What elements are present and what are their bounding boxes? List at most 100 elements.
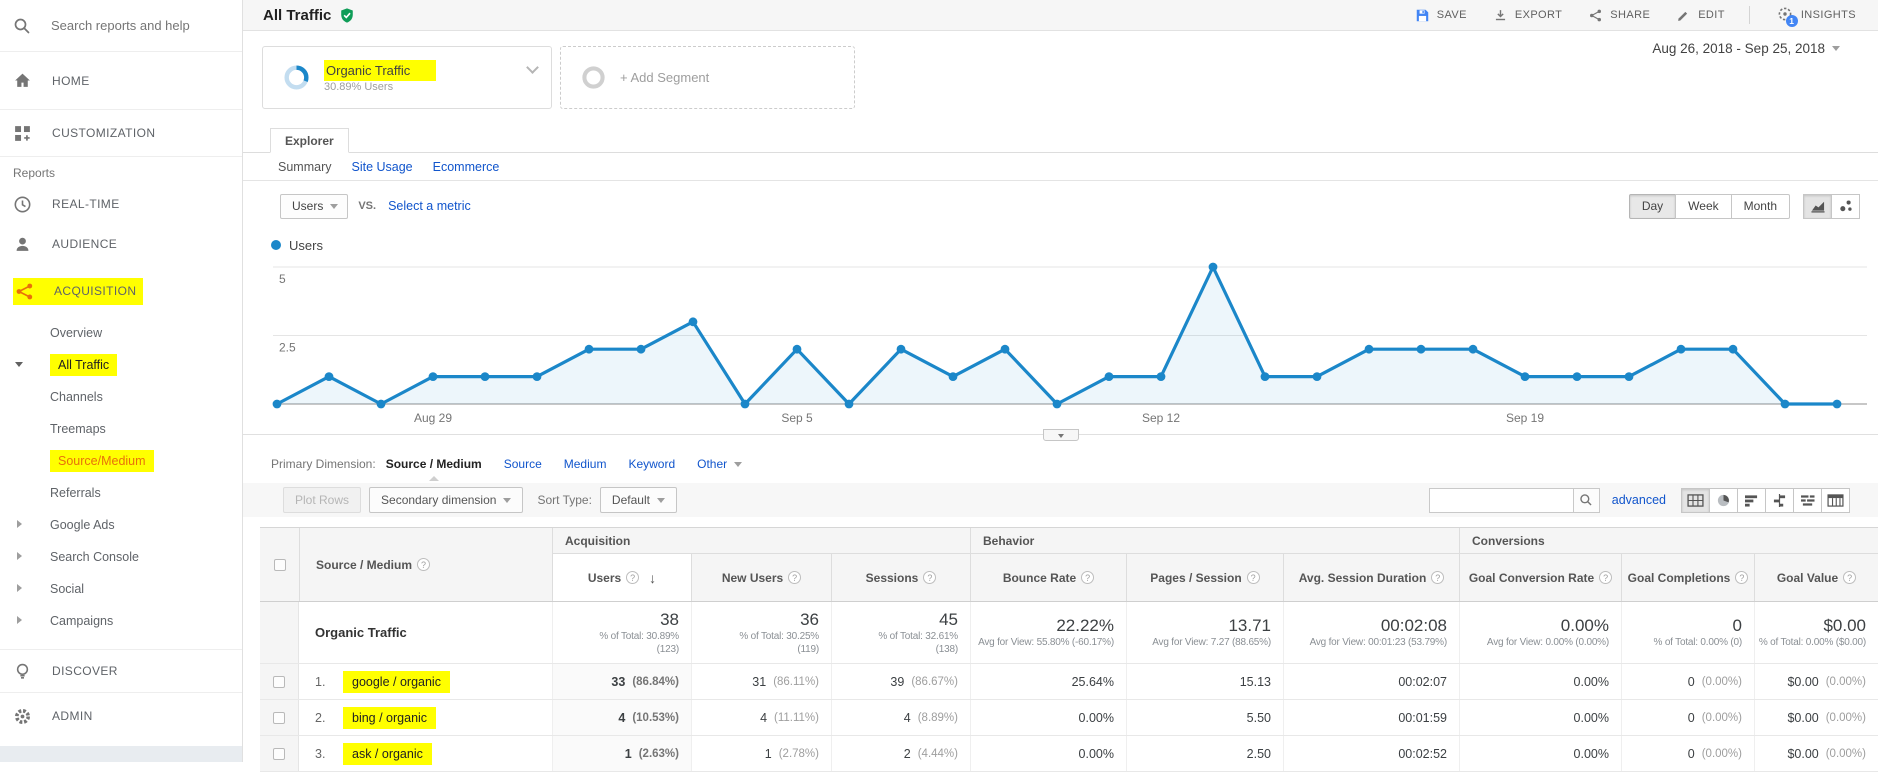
sidebar-item-home[interactable]: HOME bbox=[0, 52, 242, 110]
sidebar-item-campaigns[interactable]: Campaigns bbox=[0, 605, 242, 637]
source-medium-link[interactable]: bing / organic bbox=[343, 706, 437, 729]
advanced-link[interactable]: advanced bbox=[1611, 493, 1666, 507]
metric-cell-goal-completions: 0 (0.00%) bbox=[1621, 736, 1754, 771]
metric-cell-goal-conversion-rate: 0.00% bbox=[1459, 664, 1621, 699]
metric-dropdown[interactable]: Users bbox=[280, 193, 349, 219]
export-button[interactable]: EXPORT bbox=[1493, 8, 1562, 23]
data-table-view-button[interactable] bbox=[1681, 487, 1710, 513]
sidebar-item-source-medium[interactable]: Source/Medium bbox=[0, 445, 242, 477]
column-label: Goal Conversion Rate bbox=[1468, 570, 1595, 585]
plot-rows-button[interactable]: Plot Rows bbox=[283, 487, 362, 513]
percentage-view-button[interactable] bbox=[1709, 487, 1738, 513]
column-header-new-users[interactable]: New Users? bbox=[691, 554, 831, 601]
help-icon[interactable]: ? bbox=[788, 571, 802, 584]
dimension-source-medium[interactable]: Source / Medium bbox=[385, 457, 482, 481]
sidebar-item-referrals[interactable]: Referrals bbox=[0, 477, 242, 509]
group-conversions: Conversions bbox=[1459, 528, 1878, 554]
sidebar-item-all-traffic[interactable]: All Traffic bbox=[0, 349, 242, 381]
column-header-pages-session[interactable]: Pages / Session? bbox=[1126, 554, 1283, 601]
sidebar-search[interactable] bbox=[0, 0, 242, 52]
sidebar-item-admin[interactable]: ADMIN bbox=[0, 693, 242, 739]
dimension-medium[interactable]: Medium bbox=[563, 457, 607, 471]
column-header-users[interactable]: Users? ↓ bbox=[552, 554, 691, 601]
sort-type-button[interactable]: Default bbox=[599, 487, 677, 513]
column-header-goal-value[interactable]: Goal Value? bbox=[1754, 554, 1878, 601]
header-source-medium[interactable]: Source / Medium? bbox=[299, 528, 552, 601]
granularity-month[interactable]: Month bbox=[1730, 193, 1790, 219]
dimension-source[interactable]: Source bbox=[503, 457, 542, 471]
dimension-other[interactable]: Other bbox=[697, 457, 743, 471]
help-icon[interactable]: ? bbox=[1081, 571, 1095, 584]
area-chart-icon bbox=[1810, 201, 1825, 213]
totals-value: $0.00 bbox=[1823, 616, 1866, 635]
timeline-scrubber-handle[interactable] bbox=[1042, 429, 1079, 441]
help-icon[interactable]: ? bbox=[1246, 571, 1260, 584]
insights-button[interactable]: 1 INSIGHTS bbox=[1776, 6, 1856, 27]
help-icon[interactable]: ? bbox=[1843, 571, 1857, 584]
sidebar-item-google-ads[interactable]: Google Ads bbox=[0, 509, 242, 541]
pivot-view-button[interactable] bbox=[1821, 487, 1850, 513]
row-checkbox[interactable] bbox=[273, 711, 285, 724]
chevron-down-icon[interactable] bbox=[526, 61, 539, 74]
table-search-input[interactable] bbox=[1428, 487, 1573, 513]
svg-text:Sep 5: Sep 5 bbox=[781, 411, 813, 425]
totals-name: Organic Traffic bbox=[315, 625, 407, 640]
sidebar-item-overview[interactable]: Overview bbox=[0, 317, 242, 349]
dimension-keyword[interactable]: Keyword bbox=[628, 457, 676, 471]
column-header-sessions[interactable]: Sessions? bbox=[831, 554, 970, 601]
column-header-avg-session-duration[interactable]: Avg. Session Duration? bbox=[1283, 554, 1459, 601]
traffic-line-chart[interactable]: 5 2.5 Aug 29 Sep 5 Sep 12 Sep 19 bbox=[243, 259, 1878, 429]
edit-button[interactable]: EDIT bbox=[1676, 8, 1725, 23]
sidebar-item-discover[interactable]: DISCOVER bbox=[0, 650, 242, 692]
source-medium-link[interactable]: google / organic bbox=[343, 670, 450, 693]
table-search-button[interactable] bbox=[1572, 487, 1600, 513]
tab-strip: Explorer bbox=[243, 128, 1878, 153]
share-button[interactable]: SHARE bbox=[1588, 8, 1650, 23]
column-header-goal-conversion-rate[interactable]: Goal Conversion Rate? bbox=[1459, 554, 1621, 601]
secondary-dimension-button[interactable]: Secondary dimension bbox=[369, 487, 524, 513]
date-range-selector[interactable]: Aug 26, 2018 - Sep 25, 2018 bbox=[1652, 41, 1840, 56]
sidebar-item-search-console[interactable]: Search Console bbox=[0, 541, 242, 573]
granularity-day[interactable]: Day bbox=[1628, 193, 1677, 219]
comparison-view-button[interactable] bbox=[1765, 487, 1794, 513]
sidebar-item-treemaps[interactable]: Treemaps bbox=[0, 413, 242, 445]
row-checkbox[interactable] bbox=[273, 675, 285, 688]
search-input[interactable] bbox=[51, 18, 221, 33]
help-icon[interactable]: ? bbox=[923, 571, 937, 584]
tab-explorer[interactable]: Explorer bbox=[270, 128, 349, 153]
add-segment-card[interactable]: + Add Segment bbox=[560, 46, 855, 109]
subtab-ecommerce[interactable]: Ecommerce bbox=[432, 159, 500, 174]
subtab-summary[interactable]: Summary bbox=[278, 159, 332, 174]
sidebar-item-realtime[interactable]: REAL-TIME bbox=[0, 185, 242, 223]
row-index: 3. bbox=[315, 746, 326, 761]
select-all-checkbox[interactable] bbox=[273, 558, 286, 571]
sort-descending-icon[interactable]: ↓ bbox=[649, 569, 657, 586]
performance-view-button[interactable] bbox=[1737, 487, 1766, 513]
save-button[interactable]: SAVE bbox=[1415, 8, 1467, 23]
sidebar-item-customization[interactable]: CUSTOMIZATION bbox=[0, 110, 242, 157]
help-icon[interactable]: ? bbox=[1431, 571, 1445, 584]
column-header-goal-completions[interactable]: Goal Completions? bbox=[1621, 554, 1754, 601]
row-checkbox[interactable] bbox=[273, 747, 285, 760]
sidebar-item-audience[interactable]: AUDIENCE bbox=[0, 223, 242, 265]
sidebar-item-channels[interactable]: Channels bbox=[0, 381, 242, 413]
segment-card-organic-traffic[interactable]: Organic Traffic 30.89% Users bbox=[262, 46, 552, 109]
granularity-week[interactable]: Week bbox=[1675, 193, 1732, 219]
select-metric-link[interactable]: Select a metric bbox=[388, 199, 471, 213]
metric-cell-bounce-rate: 0.00% bbox=[970, 736, 1126, 771]
sidebar-item-acquisition[interactable]: ACQUISITION bbox=[0, 265, 242, 317]
sidebar-item-social[interactable]: Social bbox=[0, 573, 242, 605]
help-icon[interactable]: ? bbox=[417, 558, 431, 571]
help-icon[interactable]: ? bbox=[626, 571, 640, 584]
line-chart-toggle[interactable] bbox=[1803, 193, 1832, 219]
column-label: Source / Medium bbox=[316, 557, 413, 572]
metric-value: 2 bbox=[903, 746, 911, 761]
help-icon[interactable]: ? bbox=[1599, 571, 1613, 584]
metric-value: 0.00% bbox=[1573, 674, 1609, 689]
subtab-site-usage[interactable]: Site Usage bbox=[351, 159, 413, 174]
column-header-bounce-rate[interactable]: Bounce Rate? bbox=[970, 554, 1126, 601]
help-icon[interactable]: ? bbox=[1735, 571, 1749, 584]
motion-chart-toggle[interactable] bbox=[1831, 193, 1860, 219]
source-medium-link[interactable]: ask / organic bbox=[343, 742, 432, 765]
term-cloud-view-button[interactable] bbox=[1793, 487, 1822, 513]
